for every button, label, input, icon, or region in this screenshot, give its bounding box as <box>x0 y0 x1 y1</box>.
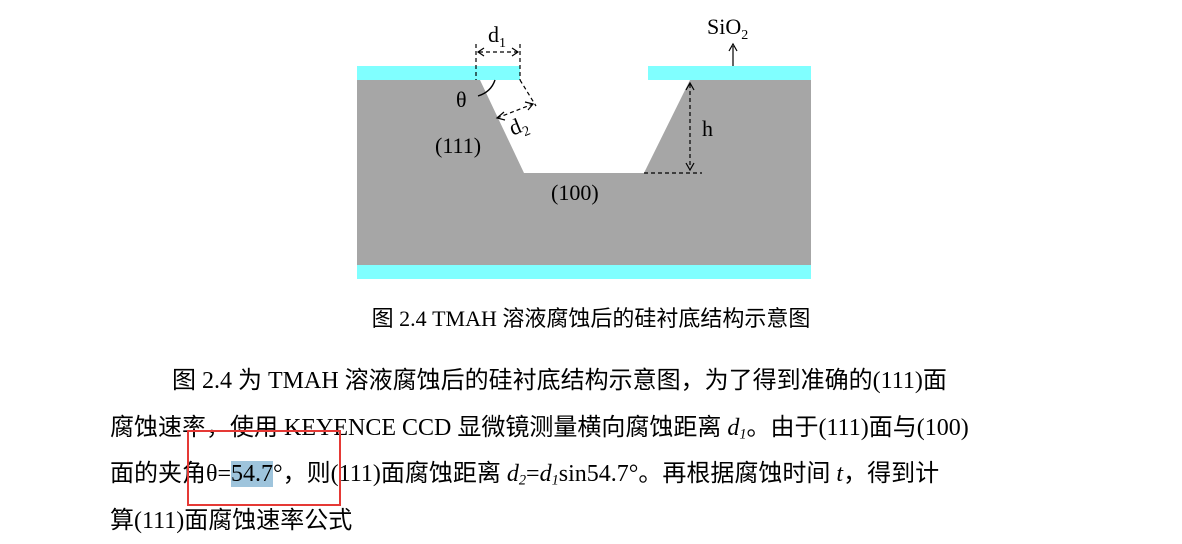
figure-caption: 图 2.4 TMAH 溶液腐蚀后的硅衬底结构示意图 <box>0 302 1182 336</box>
top-sio2-mask-left <box>357 66 520 80</box>
paragraph-line-2[interactable]: 腐蚀速率，使用 KEYENCE CCD 显微镜测量横向腐蚀距离 d1。由于(11… <box>110 405 1100 452</box>
d2-label: d2 <box>505 111 533 145</box>
variable-d1[interactable]: d1 <box>727 415 746 441</box>
bottom-sio2-layer <box>357 265 811 279</box>
selected-text[interactable]: 54.7 <box>231 461 273 487</box>
sio2-label: SiO2 <box>707 14 748 43</box>
d2-arrow-lower <box>497 112 505 120</box>
variable-d2[interactable]: d2 <box>507 461 526 487</box>
d2-arrow-upper <box>525 102 533 110</box>
body-paragraph[interactable]: 图 2.4 为 TMAH 溶液腐蚀后的硅衬底结构示意图，为了得到准确的(111)… <box>110 358 1100 544</box>
top-sio2-mask-right <box>648 66 811 80</box>
paragraph-line-1[interactable]: 图 2.4 为 TMAH 溶液腐蚀后的硅衬底结构示意图，为了得到准确的(111)… <box>110 358 1100 405</box>
line2-text-b[interactable]: 。由于(111)面与(100) <box>747 415 969 441</box>
d1-label: d1 <box>488 22 506 51</box>
plane-100-label: (100) <box>551 180 599 205</box>
silicon-substrate <box>357 80 811 265</box>
line3-text-c[interactable]: sin54.7°。再根据腐蚀时间 <box>559 461 837 487</box>
line3-text-b[interactable]: °，则(111)面腐蚀距离 <box>273 461 507 487</box>
paragraph-line-4[interactable]: 算(111)面腐蚀速率公式 <box>110 498 1100 544</box>
theta-label: θ <box>456 87 467 112</box>
variable-d1-inline[interactable]: d1 <box>540 461 559 487</box>
line2-text-a[interactable]: 腐蚀速率，使用 KEYENCE CCD 显微镜测量横向腐蚀距离 <box>110 415 727 441</box>
etched-silicon-structure-diagram: d1 SiO2 θ d2 (111) (100) h <box>0 0 1182 300</box>
line3-text-a[interactable]: 面的夹角θ= <box>110 461 231 487</box>
d2-extension <box>520 80 536 106</box>
paragraph-line-3[interactable]: 面的夹角θ=54.7°，则(111)面腐蚀距离 d2=d1sin54.7°。再根… <box>110 451 1100 498</box>
h-label: h <box>702 116 713 141</box>
line3-text-d[interactable]: ，得到计 <box>843 461 939 487</box>
plane-111-label: (111) <box>435 133 481 158</box>
